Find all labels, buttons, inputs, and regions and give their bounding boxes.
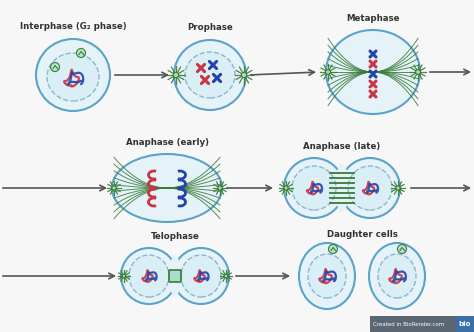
- Ellipse shape: [181, 255, 221, 297]
- Ellipse shape: [122, 274, 126, 278]
- Ellipse shape: [292, 166, 336, 210]
- Text: Prophase: Prophase: [187, 23, 233, 32]
- Ellipse shape: [36, 39, 110, 111]
- Ellipse shape: [112, 186, 116, 190]
- Ellipse shape: [348, 166, 392, 210]
- Ellipse shape: [416, 70, 420, 74]
- Ellipse shape: [241, 72, 246, 78]
- Ellipse shape: [299, 243, 355, 309]
- Ellipse shape: [121, 248, 177, 304]
- Ellipse shape: [76, 48, 85, 57]
- Ellipse shape: [218, 186, 222, 190]
- Text: Interphase (G₂ phase): Interphase (G₂ phase): [20, 22, 126, 31]
- Ellipse shape: [398, 244, 407, 254]
- Ellipse shape: [284, 186, 288, 190]
- Bar: [370, 316, 456, 332]
- Text: Metaphase: Metaphase: [346, 14, 400, 23]
- Text: Created in BioRender.com: Created in BioRender.com: [373, 321, 444, 326]
- Ellipse shape: [47, 53, 99, 101]
- Ellipse shape: [51, 62, 60, 71]
- Text: Daughter cells: Daughter cells: [327, 230, 397, 239]
- Ellipse shape: [396, 186, 400, 190]
- Text: bio: bio: [459, 321, 471, 327]
- Ellipse shape: [112, 154, 222, 222]
- Ellipse shape: [308, 254, 346, 298]
- Ellipse shape: [335, 164, 349, 212]
- Ellipse shape: [169, 255, 181, 297]
- Ellipse shape: [326, 70, 330, 74]
- Ellipse shape: [378, 254, 416, 298]
- Text: Anaphase (late): Anaphase (late): [303, 142, 381, 151]
- Ellipse shape: [173, 248, 229, 304]
- Ellipse shape: [284, 158, 344, 218]
- Ellipse shape: [369, 243, 425, 309]
- Ellipse shape: [326, 30, 420, 114]
- Bar: [456, 316, 474, 332]
- Ellipse shape: [129, 255, 169, 297]
- Ellipse shape: [185, 52, 235, 98]
- Ellipse shape: [224, 274, 228, 278]
- Ellipse shape: [173, 72, 179, 78]
- Ellipse shape: [328, 244, 337, 254]
- Ellipse shape: [340, 158, 400, 218]
- FancyBboxPatch shape: [169, 270, 181, 282]
- Text: Anaphase (early): Anaphase (early): [126, 138, 209, 147]
- Text: Telophase: Telophase: [151, 232, 200, 241]
- Ellipse shape: [174, 40, 246, 110]
